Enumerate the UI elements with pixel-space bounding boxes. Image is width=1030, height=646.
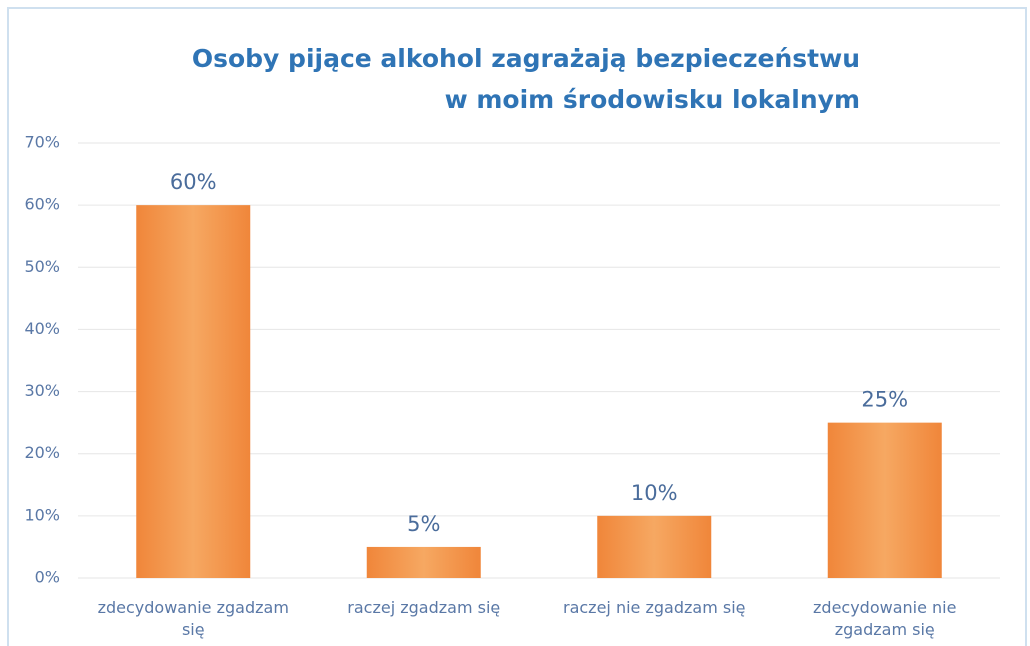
y-tick-label: 50% (24, 257, 60, 276)
chart-title: w moim środowisku lokalnym (445, 85, 860, 114)
y-tick-label: 20% (24, 443, 60, 462)
bar (366, 546, 481, 578)
data-label: 5% (407, 512, 440, 536)
y-tick-label: 0% (35, 568, 60, 587)
x-tick-label: zdecydowanie zgadzam się (97, 598, 289, 639)
data-label: 10% (631, 481, 678, 505)
bar (827, 422, 942, 578)
data-label: 60% (170, 170, 217, 194)
y-tick-label: 60% (24, 195, 60, 214)
chart-title: Osoby pijące alkohol zagrażają bezpiecze… (192, 44, 860, 73)
x-tick-label: zdecydowanie nie zgadzam się (813, 598, 957, 639)
frame (7, 7, 1027, 646)
y-tick-label: 70% (24, 133, 60, 152)
y-tick-label: 30% (24, 381, 60, 400)
x-tick-label: raczej zgadzam się (347, 598, 501, 617)
x-tick-label: raczej nie zgadzam się (563, 598, 746, 617)
y-tick-label: 40% (24, 319, 60, 338)
bar (136, 205, 251, 578)
bar (597, 515, 712, 578)
y-tick-label: 10% (24, 505, 60, 524)
data-label: 25% (861, 388, 908, 412)
